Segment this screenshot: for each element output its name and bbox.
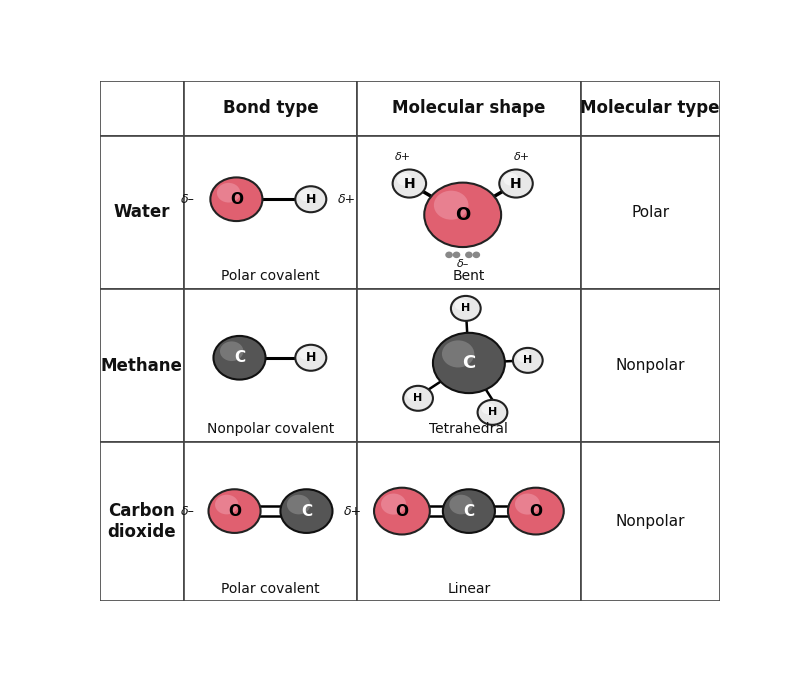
- Circle shape: [295, 345, 326, 371]
- Circle shape: [503, 173, 518, 186]
- Circle shape: [220, 342, 243, 361]
- Circle shape: [466, 252, 472, 257]
- Bar: [581, 289, 720, 442]
- Bar: [184, 81, 358, 136]
- Text: O: O: [230, 192, 243, 207]
- Circle shape: [215, 495, 238, 514]
- Bar: [358, 81, 581, 136]
- Circle shape: [403, 386, 433, 411]
- Text: δ–: δ–: [457, 259, 469, 269]
- Bar: [358, 289, 581, 442]
- Circle shape: [454, 252, 459, 257]
- Text: δ+: δ+: [395, 152, 411, 162]
- Text: H: H: [306, 351, 316, 364]
- Text: O: O: [228, 504, 241, 518]
- Circle shape: [434, 190, 469, 219]
- Circle shape: [482, 403, 494, 414]
- Text: Polar covalent: Polar covalent: [221, 269, 320, 283]
- Circle shape: [499, 169, 533, 198]
- Text: δ+: δ+: [344, 505, 362, 518]
- Text: Bond type: Bond type: [222, 99, 318, 117]
- Circle shape: [381, 493, 406, 514]
- Circle shape: [515, 493, 540, 514]
- Bar: [100, 442, 184, 601]
- Circle shape: [450, 495, 473, 514]
- Circle shape: [299, 190, 313, 201]
- Text: H: H: [523, 355, 533, 365]
- Text: C: C: [234, 350, 245, 365]
- Text: δ–: δ–: [181, 193, 195, 206]
- Text: Nonpolar: Nonpolar: [615, 514, 685, 529]
- Circle shape: [454, 299, 468, 310]
- Text: δ–: δ–: [181, 505, 195, 518]
- Text: δ+: δ+: [338, 193, 355, 206]
- Circle shape: [433, 333, 505, 393]
- Bar: [581, 81, 720, 136]
- Circle shape: [451, 296, 481, 321]
- Bar: [184, 136, 358, 289]
- Circle shape: [474, 252, 479, 257]
- Bar: [358, 136, 581, 289]
- Circle shape: [424, 183, 501, 247]
- Circle shape: [287, 495, 310, 514]
- Circle shape: [446, 252, 452, 257]
- Circle shape: [299, 348, 313, 360]
- Circle shape: [517, 351, 530, 362]
- Bar: [100, 136, 184, 289]
- Circle shape: [443, 489, 495, 533]
- Text: O: O: [395, 504, 409, 518]
- Circle shape: [217, 183, 240, 202]
- Text: Polar: Polar: [631, 205, 670, 220]
- Circle shape: [478, 400, 507, 425]
- Text: H: H: [403, 177, 415, 190]
- Circle shape: [281, 489, 333, 533]
- Circle shape: [209, 489, 261, 533]
- Circle shape: [508, 488, 564, 535]
- Circle shape: [397, 173, 412, 186]
- Text: H: H: [306, 193, 316, 206]
- Text: Nonpolar: Nonpolar: [615, 358, 685, 373]
- Text: Bent: Bent: [453, 269, 485, 283]
- Bar: [581, 442, 720, 601]
- Text: Water: Water: [114, 203, 170, 221]
- Circle shape: [295, 186, 326, 212]
- Text: O: O: [455, 206, 470, 224]
- Bar: [100, 289, 184, 442]
- Text: O: O: [530, 504, 542, 518]
- Text: H: H: [510, 177, 522, 190]
- Text: H: H: [488, 407, 497, 417]
- Circle shape: [407, 389, 420, 400]
- Text: C: C: [301, 504, 312, 518]
- Bar: [358, 442, 581, 601]
- Text: Carbon
dioxide: Carbon dioxide: [107, 502, 176, 541]
- Bar: [100, 81, 184, 136]
- Text: Tetrahedral: Tetrahedral: [430, 423, 508, 436]
- Text: Molecular type: Molecular type: [581, 99, 720, 117]
- Circle shape: [214, 336, 266, 379]
- Text: Linear: Linear: [447, 583, 490, 596]
- Text: Methane: Methane: [101, 356, 182, 375]
- Text: H: H: [414, 394, 422, 403]
- Text: Polar covalent: Polar covalent: [221, 583, 320, 596]
- Circle shape: [374, 488, 430, 535]
- Text: Molecular shape: Molecular shape: [392, 99, 546, 117]
- Text: δ+: δ+: [514, 152, 530, 162]
- Circle shape: [393, 169, 426, 198]
- Text: H: H: [461, 303, 470, 313]
- Text: C: C: [462, 354, 475, 372]
- Bar: [581, 136, 720, 289]
- Text: C: C: [463, 504, 474, 518]
- Bar: [184, 442, 358, 601]
- Circle shape: [513, 348, 542, 373]
- Circle shape: [442, 340, 474, 367]
- Text: Nonpolar covalent: Nonpolar covalent: [207, 423, 334, 436]
- Circle shape: [210, 178, 262, 221]
- Bar: [184, 289, 358, 442]
